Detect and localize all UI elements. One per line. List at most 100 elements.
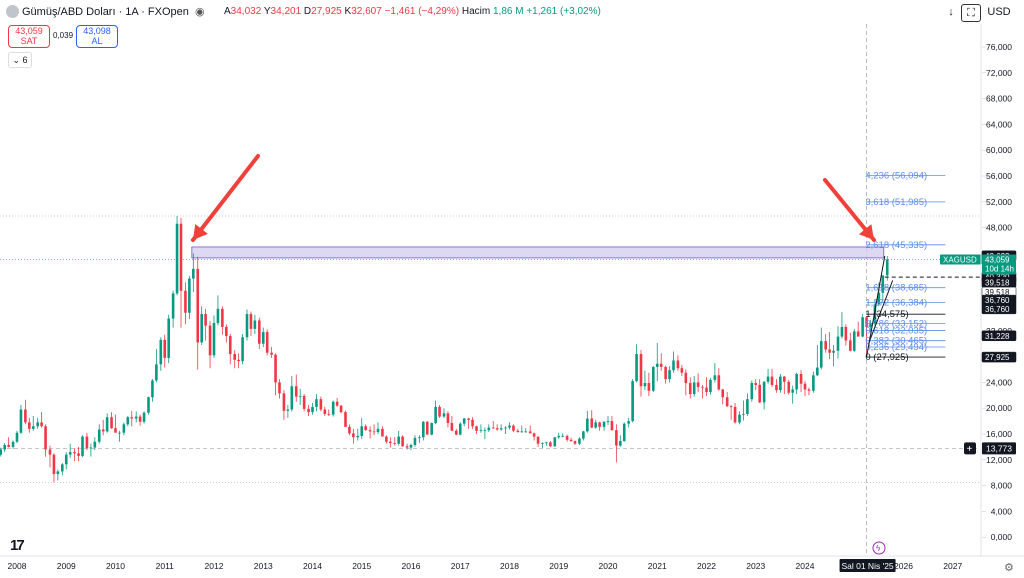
candle-body — [208, 325, 212, 356]
x-axis-tick-label: 2022 — [697, 561, 716, 571]
fib-level-label: 4,236 (56,094) — [865, 170, 927, 181]
candle-body — [19, 409, 23, 433]
sell-button[interactable]: 43,059 SAT — [8, 25, 50, 48]
candle-body — [828, 349, 831, 353]
candle-body — [647, 383, 651, 391]
x-axis-tick-label: 2017 — [451, 561, 470, 571]
candle-body — [110, 417, 113, 429]
fib-level-label: 1 (34,575) — [865, 309, 908, 320]
fib-level-label: 2,618 (45,335) — [865, 240, 927, 251]
candle-body — [639, 354, 643, 387]
candle-body — [114, 428, 117, 433]
ohlc-readout: A34,032 Y34,201 D27,925 K32,607 −1,461 (… — [224, 6, 601, 17]
candle-body — [85, 436, 89, 449]
price-axis-tag-label: 36,760 — [985, 296, 1010, 305]
candle-body — [528, 431, 532, 434]
candle-body — [664, 366, 667, 380]
candle-body — [294, 386, 298, 397]
candle-body — [627, 421, 630, 424]
collapse-indicators-button[interactable]: ⌄ 6 — [8, 52, 32, 68]
x-axis-tick-label: 2021 — [648, 561, 667, 571]
crosshair-price-label: 13,773 — [986, 443, 1012, 453]
candle-body — [405, 446, 409, 448]
candle-body — [812, 375, 815, 391]
candle-body — [619, 441, 622, 446]
buy-button[interactable]: 43,098 AL — [76, 25, 118, 48]
candle-body — [491, 427, 495, 429]
candle-body — [885, 259, 889, 276]
candle-body — [557, 435, 561, 438]
candle-body — [684, 372, 688, 384]
candle-body — [832, 350, 835, 353]
symbol-icon — [6, 5, 19, 18]
candle-body — [520, 431, 524, 433]
candle-body — [274, 354, 277, 383]
candle-body — [97, 429, 101, 442]
candle-body — [881, 275, 885, 293]
y-axis-tick-label: 4,000 — [991, 506, 1013, 516]
candle-body — [315, 399, 318, 407]
candle-body — [573, 441, 577, 444]
candle-body — [344, 412, 347, 427]
candle-body — [425, 421, 429, 435]
candle-body — [536, 436, 540, 444]
candle-body — [622, 423, 626, 442]
candle-body — [225, 326, 228, 336]
candle-body — [652, 366, 655, 391]
x-axis-tick-label: 2023 — [746, 561, 765, 571]
candle-body — [746, 399, 749, 415]
candle-body — [413, 437, 417, 445]
candle-body — [467, 418, 470, 420]
candle-body — [742, 414, 745, 415]
fib-level-label: 0 (27,925) — [865, 352, 908, 363]
candle-body — [532, 433, 536, 437]
candle-body — [750, 383, 754, 400]
download-icon[interactable]: ↓ — [948, 6, 954, 18]
spread-value: 0,039 — [53, 31, 74, 40]
candle-body — [253, 320, 257, 329]
chart-header: Gümüş/ABD Doları · 1A · FXOpen ◉ A34,032… — [0, 0, 1024, 24]
fullscreen-icon[interactable]: ⛶ — [961, 4, 981, 22]
candle-body — [561, 435, 564, 437]
settings-icon[interactable]: ⚙ — [1004, 562, 1014, 574]
candle-body — [192, 268, 195, 279]
candle-body — [175, 223, 179, 294]
candle-body — [212, 323, 216, 356]
symbol-tag-label: XAGUSD — [943, 255, 977, 264]
candle-body — [725, 397, 729, 407]
candle-body — [282, 393, 286, 411]
candle-body — [418, 437, 421, 439]
candle-body — [869, 323, 872, 327]
candle-body — [7, 444, 10, 447]
candle-body — [819, 341, 823, 368]
candle-body — [200, 314, 203, 343]
candle-body — [142, 412, 146, 422]
fib-level-label: 0,618 (32,035) — [865, 326, 927, 337]
eye-icon[interactable]: ◉ — [195, 6, 205, 18]
candle-body — [81, 436, 84, 456]
fib-level-label: 1,618 (38,685) — [865, 283, 927, 294]
candle-body — [228, 335, 232, 355]
candle-body — [89, 447, 93, 449]
fib-level-label: 0,382 (30,465) — [865, 336, 927, 347]
candle-body — [261, 332, 265, 344]
candle-body — [0, 449, 3, 455]
candle-body — [138, 416, 142, 422]
candle-body — [188, 278, 191, 313]
annotation-arrow — [191, 154, 260, 242]
candle-body — [258, 320, 261, 344]
candle-body — [311, 406, 314, 413]
currency-selector[interactable]: USD — [987, 6, 1011, 18]
candle-body — [655, 363, 659, 367]
candle-body — [545, 442, 548, 444]
symbol-title[interactable]: Gümüş/ABD Doları · 1A · FXOpen — [22, 6, 189, 18]
price-axis-tag-label: 39,518 — [985, 278, 1010, 287]
y-axis-tick-label: 68,000 — [986, 94, 1012, 104]
candle-body — [438, 406, 441, 417]
candle-body — [327, 414, 331, 415]
candle-body — [44, 426, 47, 450]
price-axis-tag-label: 31,228 — [985, 332, 1010, 341]
candle-body — [877, 292, 881, 305]
candle-body — [290, 386, 294, 410]
